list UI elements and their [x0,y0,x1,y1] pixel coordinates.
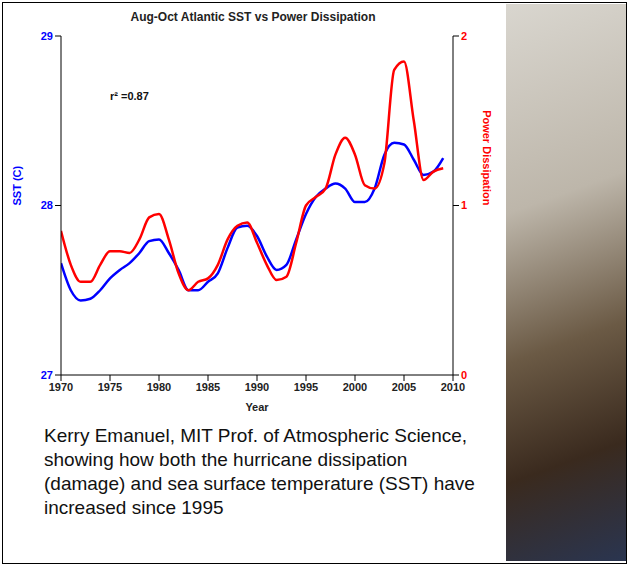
html-text:r² =0.87: r² =0.87 [110,90,149,102]
svg-text:28: 28 [41,199,53,211]
svg-text:Year: Year [245,401,269,413]
svg-text:0: 0 [461,369,467,381]
svg-text:2: 2 [461,30,467,42]
svg-text:Power Dissipation: Power Dissipation [481,110,493,206]
html-text:Aug-Oct Atlantic SST vs Power: Aug-Oct Atlantic SST vs Power Dissipatio… [130,10,376,24]
svg-text:29: 29 [41,30,53,42]
svg-text:2010: 2010 [441,381,465,393]
svg-text:2005: 2005 [392,381,416,393]
svg-text:27: 27 [41,369,53,381]
svg-text:SST (C): SST (C) [11,165,23,205]
svg-text:1: 1 [461,199,467,211]
svg-text:2000: 2000 [343,381,367,393]
svg-text:1990: 1990 [245,381,269,393]
html-text:Kerry Emanuel, MIT Prof. of At: Kerry Emanuel, MIT Prof. of Atmospheric … [44,425,475,518]
svg-text:1970: 1970 [49,381,73,393]
svg-text:1975: 1975 [98,381,122,393]
svg-text:1995: 1995 [294,381,318,393]
svg-text:1980: 1980 [147,381,171,393]
svg-text:1985: 1985 [196,381,220,393]
